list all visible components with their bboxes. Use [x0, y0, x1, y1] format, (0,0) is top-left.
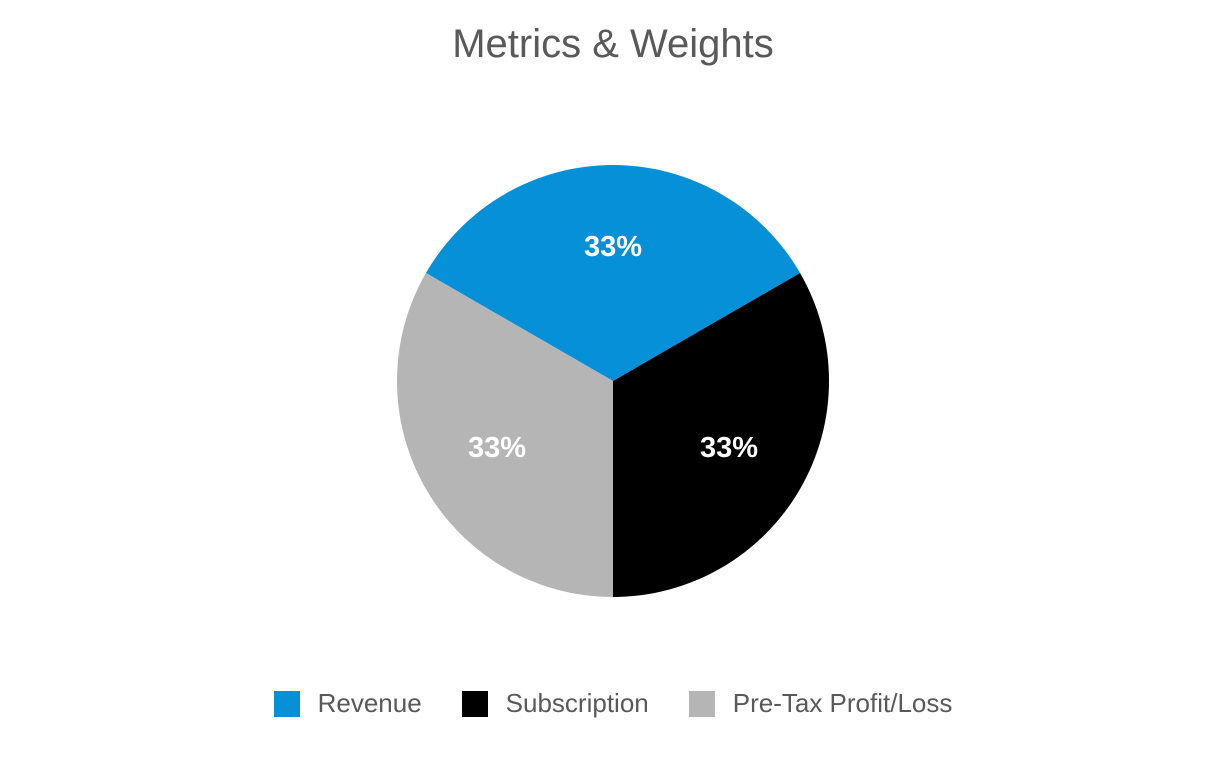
pie-slice-revenue[interactable]: [425, 165, 801, 381]
legend-label: Pre-Tax Profit/Loss: [732, 688, 953, 718]
legend-label: Subscription: [505, 688, 649, 718]
pie-slice-subscription[interactable]: [613, 273, 829, 597]
legend-item-subscription[interactable]: Subscription: [461, 688, 649, 719]
pie-labels: 33% 33% 33%: [468, 231, 758, 464]
legend-swatch: [688, 690, 715, 717]
slice-data-label: 33%: [700, 432, 758, 464]
chart-title: Metrics & Weights: [452, 22, 774, 66]
pie-slices: [396, 165, 829, 597]
legend-swatch: [273, 690, 300, 717]
slice-data-label: 33%: [468, 432, 526, 464]
legend-swatch: [461, 690, 488, 717]
pie-slice-pre-tax-profit-loss[interactable]: [396, 273, 613, 597]
slice-data-label: 33%: [584, 231, 642, 263]
legend: Revenue Subscription Pre-Tax Profit/Loss: [0, 688, 1226, 719]
legend-item-revenue[interactable]: Revenue: [273, 688, 422, 719]
legend-label: Revenue: [317, 688, 422, 718]
legend-item-pre-tax-profit-loss[interactable]: Pre-Tax Profit/Loss: [688, 688, 953, 719]
pie-chart: 33% 33% 33%: [396, 165, 829, 597]
